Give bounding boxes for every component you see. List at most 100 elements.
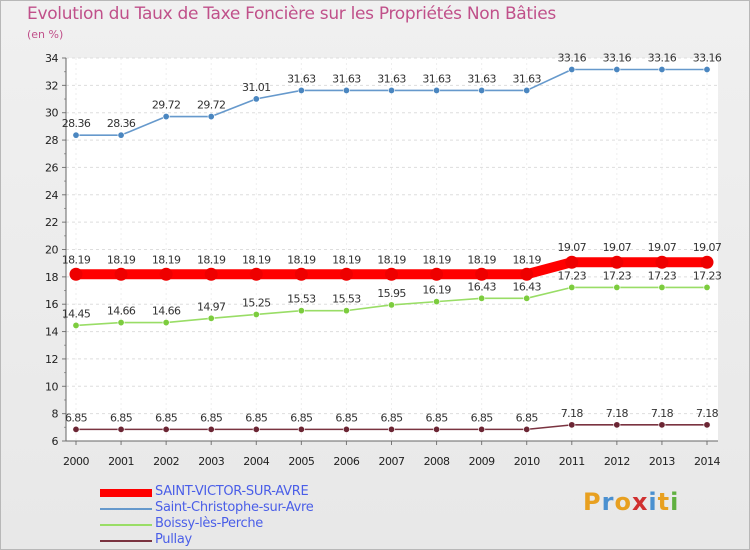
- data-point: [342, 86, 350, 94]
- x-tick-label: 2004: [243, 455, 269, 468]
- data-point: [475, 267, 489, 281]
- data-point: [568, 283, 576, 291]
- data-label: 18.19: [467, 253, 496, 266]
- y-tick-label: 20: [45, 244, 58, 257]
- data-point: [703, 283, 711, 291]
- data-point: [207, 425, 215, 433]
- data-label: 6.85: [290, 411, 313, 424]
- legend-swatch: [100, 540, 152, 542]
- x-tick-label: 2005: [288, 455, 314, 468]
- data-point: [252, 310, 260, 318]
- data-point: [613, 421, 621, 429]
- data-label: 15.53: [332, 293, 361, 306]
- data-point: [430, 267, 444, 281]
- data-point: [297, 86, 305, 94]
- logo-letter: i: [648, 488, 658, 516]
- logo-letter: t: [657, 488, 671, 516]
- data-point: [207, 113, 215, 121]
- data-point: [117, 131, 125, 139]
- data-label: 6.85: [155, 411, 178, 424]
- y-tick-label: 10: [45, 380, 58, 393]
- data-point: [568, 421, 576, 429]
- line-chart: 6 8 10 12 14 16 18 20 22 24 26 28 30 32 34 2000 2001 2002…: [45, 51, 723, 468]
- data-point: [72, 131, 80, 139]
- data-point: [610, 255, 624, 269]
- x-tick-label: 2012: [604, 455, 630, 468]
- legend-label: Boissy-lès-Perche: [155, 516, 263, 531]
- y-tick-label: 34: [45, 52, 58, 65]
- data-label: 33.16: [693, 51, 722, 64]
- data-point: [703, 421, 711, 429]
- data-point: [658, 421, 666, 429]
- data-label: 16.43: [467, 280, 496, 293]
- data-point: [523, 425, 531, 433]
- data-label: 19.07: [693, 241, 722, 254]
- data-point: [162, 319, 170, 327]
- value-labels: 28.36 28.36 29.72 29.72 31.01 31.63 31.63 31.63…: [62, 51, 723, 424]
- data-point: [523, 86, 531, 94]
- data-point: [297, 425, 305, 433]
- data-label: 18.19: [242, 253, 271, 266]
- data-label: 6.85: [471, 411, 494, 424]
- data-point: [294, 267, 308, 281]
- data-point: [387, 425, 395, 433]
- data-point: [700, 255, 714, 269]
- data-point: [568, 65, 576, 73]
- data-point: [433, 425, 441, 433]
- data-label: 28.36: [62, 117, 91, 130]
- data-label: 15.53: [287, 293, 316, 306]
- x-tick-label: 2003: [198, 455, 224, 468]
- data-point: [703, 65, 711, 73]
- logo-letter: o: [614, 488, 632, 516]
- data-point: [433, 86, 441, 94]
- data-label: 7.18: [561, 407, 584, 420]
- legend-label: Saint-Christophe-sur-Avre: [155, 500, 314, 515]
- data-label: 18.19: [332, 253, 361, 266]
- data-label: 14.45: [62, 307, 91, 320]
- data-label: 15.25: [242, 296, 271, 309]
- data-label: 18.19: [62, 253, 91, 266]
- x-tick-label: 2009: [469, 455, 495, 468]
- x-tick-label: 2010: [514, 455, 540, 468]
- data-point: [117, 319, 125, 327]
- data-point: [249, 267, 263, 281]
- y-tick-label: 18: [45, 271, 58, 284]
- logo-letter: r: [601, 488, 615, 516]
- data-label: 6.85: [516, 411, 539, 424]
- data-point: [523, 294, 531, 302]
- data-label: 31.63: [467, 72, 496, 85]
- legend-swatch: [100, 489, 152, 497]
- data-label: 17.23: [603, 269, 632, 282]
- data-point: [478, 294, 486, 302]
- data-label: 18.19: [152, 253, 181, 266]
- y-tick-label: 16: [45, 298, 58, 311]
- data-point: [658, 283, 666, 291]
- data-point: [69, 267, 83, 281]
- data-label: 14.97: [197, 300, 226, 313]
- data-label: 19.07: [558, 241, 587, 254]
- data-point: [520, 267, 534, 281]
- data-point: [339, 267, 353, 281]
- x-tick-label: 2001: [108, 455, 134, 468]
- y-tick-label: 22: [45, 216, 58, 229]
- data-point: [565, 255, 579, 269]
- series-layer: [69, 65, 714, 433]
- y-tick-label: 24: [45, 189, 58, 202]
- data-point: [252, 425, 260, 433]
- data-label: 16.43: [512, 280, 541, 293]
- data-point: [72, 321, 80, 329]
- x-tick-label: 2013: [649, 455, 675, 468]
- data-label: 19.07: [603, 241, 632, 254]
- y-tick-label: 8: [52, 408, 59, 421]
- data-label: 7.18: [651, 407, 674, 420]
- data-point: [478, 86, 486, 94]
- data-label: 18.19: [287, 253, 316, 266]
- data-label: 18.19: [107, 253, 136, 266]
- data-point: [114, 267, 128, 281]
- data-point: [613, 65, 621, 73]
- data-label: 28.36: [107, 117, 136, 130]
- legend-swatch: [100, 524, 152, 526]
- data-label: 18.19: [512, 253, 541, 266]
- data-label: 16.19: [422, 284, 451, 297]
- legend-label: Pullay: [155, 532, 192, 547]
